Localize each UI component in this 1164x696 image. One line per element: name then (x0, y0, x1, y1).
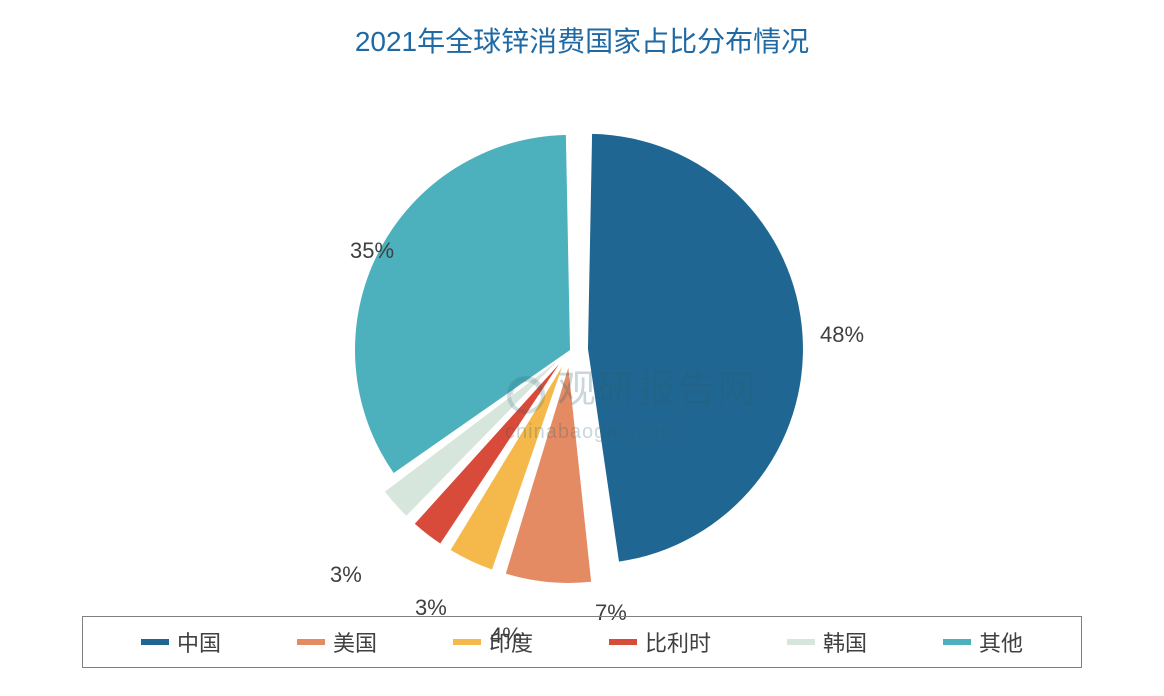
legend-item: 美国 (297, 626, 377, 658)
legend-item: 比利时 (609, 626, 711, 658)
legend-item: 印度 (453, 626, 533, 658)
legend-item: 中国 (141, 626, 221, 658)
legend-swatch (943, 639, 971, 645)
slice-percent-label: 35% (350, 238, 394, 264)
slice-percent-label: 3% (330, 562, 362, 588)
legend-item: 韩国 (787, 626, 867, 658)
legend-label: 中国 (177, 626, 221, 658)
chart-container: 2021年全球锌消费国家占比分布情况 48%7%4%3%3%35% 观研报告网 … (0, 0, 1164, 696)
chart-title: 2021年全球锌消费国家占比分布情况 (0, 20, 1164, 60)
legend-swatch (297, 639, 325, 645)
legend-swatch (453, 639, 481, 645)
pie-area: 48%7%4%3%3%35% 观研报告网 chinabaogao.com (0, 90, 1164, 590)
legend-label: 韩国 (823, 626, 867, 658)
legend-label: 印度 (489, 626, 533, 658)
legend-item: 其他 (943, 626, 1023, 658)
legend-swatch (141, 639, 169, 645)
legend-swatch (787, 639, 815, 645)
legend-label: 美国 (333, 626, 377, 658)
legend: 中国 美国 印度 比利时 韩国 其他 (82, 616, 1082, 668)
pie-slice (588, 134, 803, 562)
pie-svg (0, 90, 1164, 650)
legend-label: 比利时 (645, 626, 711, 658)
slice-percent-label: 48% (820, 322, 864, 348)
legend-label: 其他 (979, 626, 1023, 658)
legend-swatch (609, 639, 637, 645)
